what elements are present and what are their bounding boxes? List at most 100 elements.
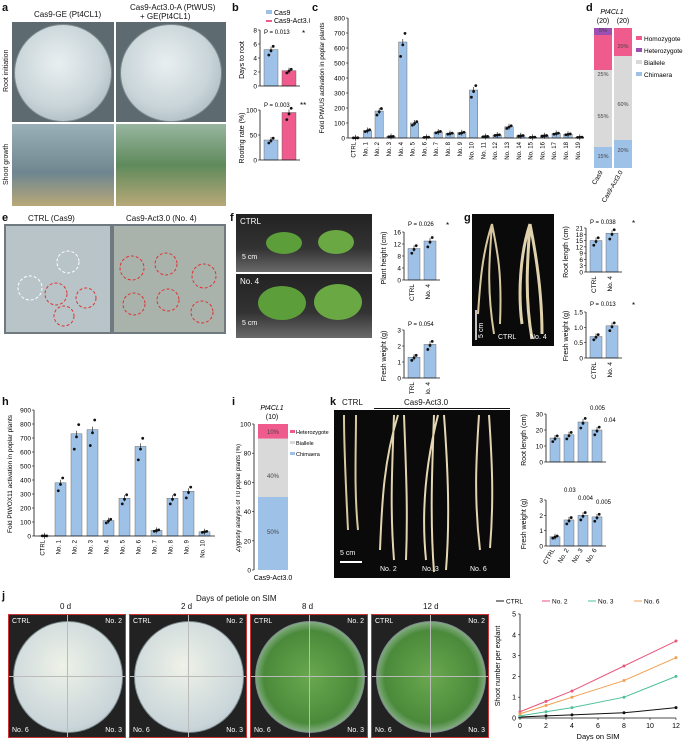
d-seg-label: 25% [597, 72, 608, 78]
f-top-point [426, 245, 430, 249]
j-ytick-label: 2 [512, 674, 516, 681]
k-top-point [569, 430, 573, 434]
j-legend-entry: No. 6 [644, 599, 660, 606]
k-xtick-label: No. 6 [585, 547, 599, 564]
b-bottom-p: P = 0.003 [264, 103, 290, 109]
j-ytick-label: 5 [512, 612, 516, 619]
f-top-bar [407, 248, 421, 281]
k-xtick-label: No. 2 [557, 547, 571, 564]
c-xtick-label: No. 7 [434, 141, 440, 156]
i-chart: Pt4CL1 (10) 0 20 40 60 80 100 Zygosity analysis … [236, 405, 329, 582]
c-point [460, 131, 464, 135]
i-segment [258, 424, 288, 439]
k-top-point [597, 425, 601, 429]
j-series-point [544, 704, 548, 708]
c-point [568, 132, 572, 136]
d-n-2: (20) [617, 18, 629, 25]
j-xtick-label: 8 [622, 723, 626, 730]
k-bot-point [597, 512, 601, 516]
b-top-ylabel: Days to root [239, 41, 246, 79]
a-row1-label: Root initiation [3, 49, 10, 92]
d-segment [594, 70, 612, 147]
c-point [472, 90, 475, 93]
d-xtick-label: Cas9 [591, 169, 605, 186]
j-quadrant-label: No. 3 [226, 727, 243, 734]
j-ytick-label: 4 [512, 632, 516, 639]
b-legend-swatch-cas9 [266, 10, 272, 14]
j-dish-photo: CTRL No. 2 No. 6 No. 3 [250, 614, 368, 738]
c-point [566, 132, 570, 136]
h-point [184, 496, 188, 500]
f-xtick-4: No. 4 [425, 382, 432, 394]
c-point [380, 107, 383, 110]
g-bot-ytick-label: 0 [579, 356, 583, 363]
i-ytick-label: 20 [244, 538, 252, 545]
c-point [507, 125, 511, 129]
h-bar [182, 490, 195, 537]
j-quadrant-label: No. 3 [347, 727, 364, 734]
h-point [173, 493, 177, 497]
j-xtick-label: 2 [544, 723, 548, 730]
h-point [107, 519, 110, 523]
g-bot-point [592, 338, 596, 342]
c-point [519, 134, 523, 138]
c-point [474, 84, 478, 88]
b-top-p: P = 0.013 [264, 30, 290, 36]
b-bot-ytick-label: 100 [246, 108, 257, 115]
j-quadrant-label: CTRL [375, 618, 394, 625]
c-point [434, 131, 438, 135]
g-bot-point [594, 335, 598, 339]
h-point [139, 447, 142, 451]
b-bot-ytick-label: 50 [250, 133, 258, 140]
k-bot-p1: 0.03 [564, 488, 576, 494]
b-top-point [285, 71, 289, 75]
k-bot-point [551, 536, 555, 540]
i-ytick-label: 100 [240, 422, 251, 429]
d-legend-swatch [636, 60, 642, 64]
k-bot-point [567, 519, 571, 523]
f-bottom-p: P = 0.054 [408, 322, 434, 328]
c-point [493, 134, 497, 137]
c-xtick-label: No. 14 [517, 141, 523, 159]
j-ylabel: Shoot number per explant [495, 626, 502, 707]
g-top-point [612, 228, 616, 232]
j-series-point [622, 711, 626, 715]
h-point [120, 502, 124, 506]
h-point [205, 530, 209, 533]
b-top-point [267, 53, 271, 57]
b-bottom-ylabel: Rooting rate (%) [239, 113, 246, 164]
b-top-ytick-label: 0 [253, 84, 257, 91]
e-col2-title: Cas9-Act3.0 (No. 4) [126, 214, 197, 223]
c-point [554, 132, 558, 136]
k-bot-point [565, 522, 569, 526]
k-top-ytick-label: 20 [536, 428, 544, 435]
g-top-point [592, 243, 596, 247]
k-bot-point [555, 534, 559, 538]
g-xtick-4: No. 4 [607, 362, 614, 378]
g-bottom-ylabel: Fresh weight (g) [563, 311, 570, 362]
h-ytick-label: 300 [20, 492, 31, 499]
c-xtick-label: No. 18 [564, 141, 570, 159]
i-ytick-label: 0 [247, 568, 251, 575]
k-top-ytick-label: 0 [539, 460, 543, 467]
c-xtick-label: No. 12 [493, 141, 499, 159]
k-bot-p3: 0.005 [596, 500, 612, 506]
k-bot-point [579, 518, 583, 522]
h-xtick-label: CTRL [41, 539, 47, 555]
panel-label-g: g [464, 212, 471, 224]
b-bot-point [267, 141, 271, 145]
i-segment [258, 497, 288, 570]
h-point [171, 497, 174, 501]
d-legend-entry: Heterozygote [644, 48, 683, 55]
panel-label-k: k [330, 396, 337, 408]
c-point [403, 31, 407, 35]
h-point [109, 517, 113, 521]
d-legend-entry: Homozygote [644, 36, 681, 43]
j-ytick-label: 0 [512, 716, 516, 723]
d-segment [614, 140, 632, 168]
panel-label-h: h [2, 396, 9, 408]
j-quadrant-label: No. 6 [254, 727, 271, 734]
k-xtick-label: No. 3 [571, 547, 585, 564]
e-col1-title: CTRL (Cas9) [28, 214, 75, 223]
